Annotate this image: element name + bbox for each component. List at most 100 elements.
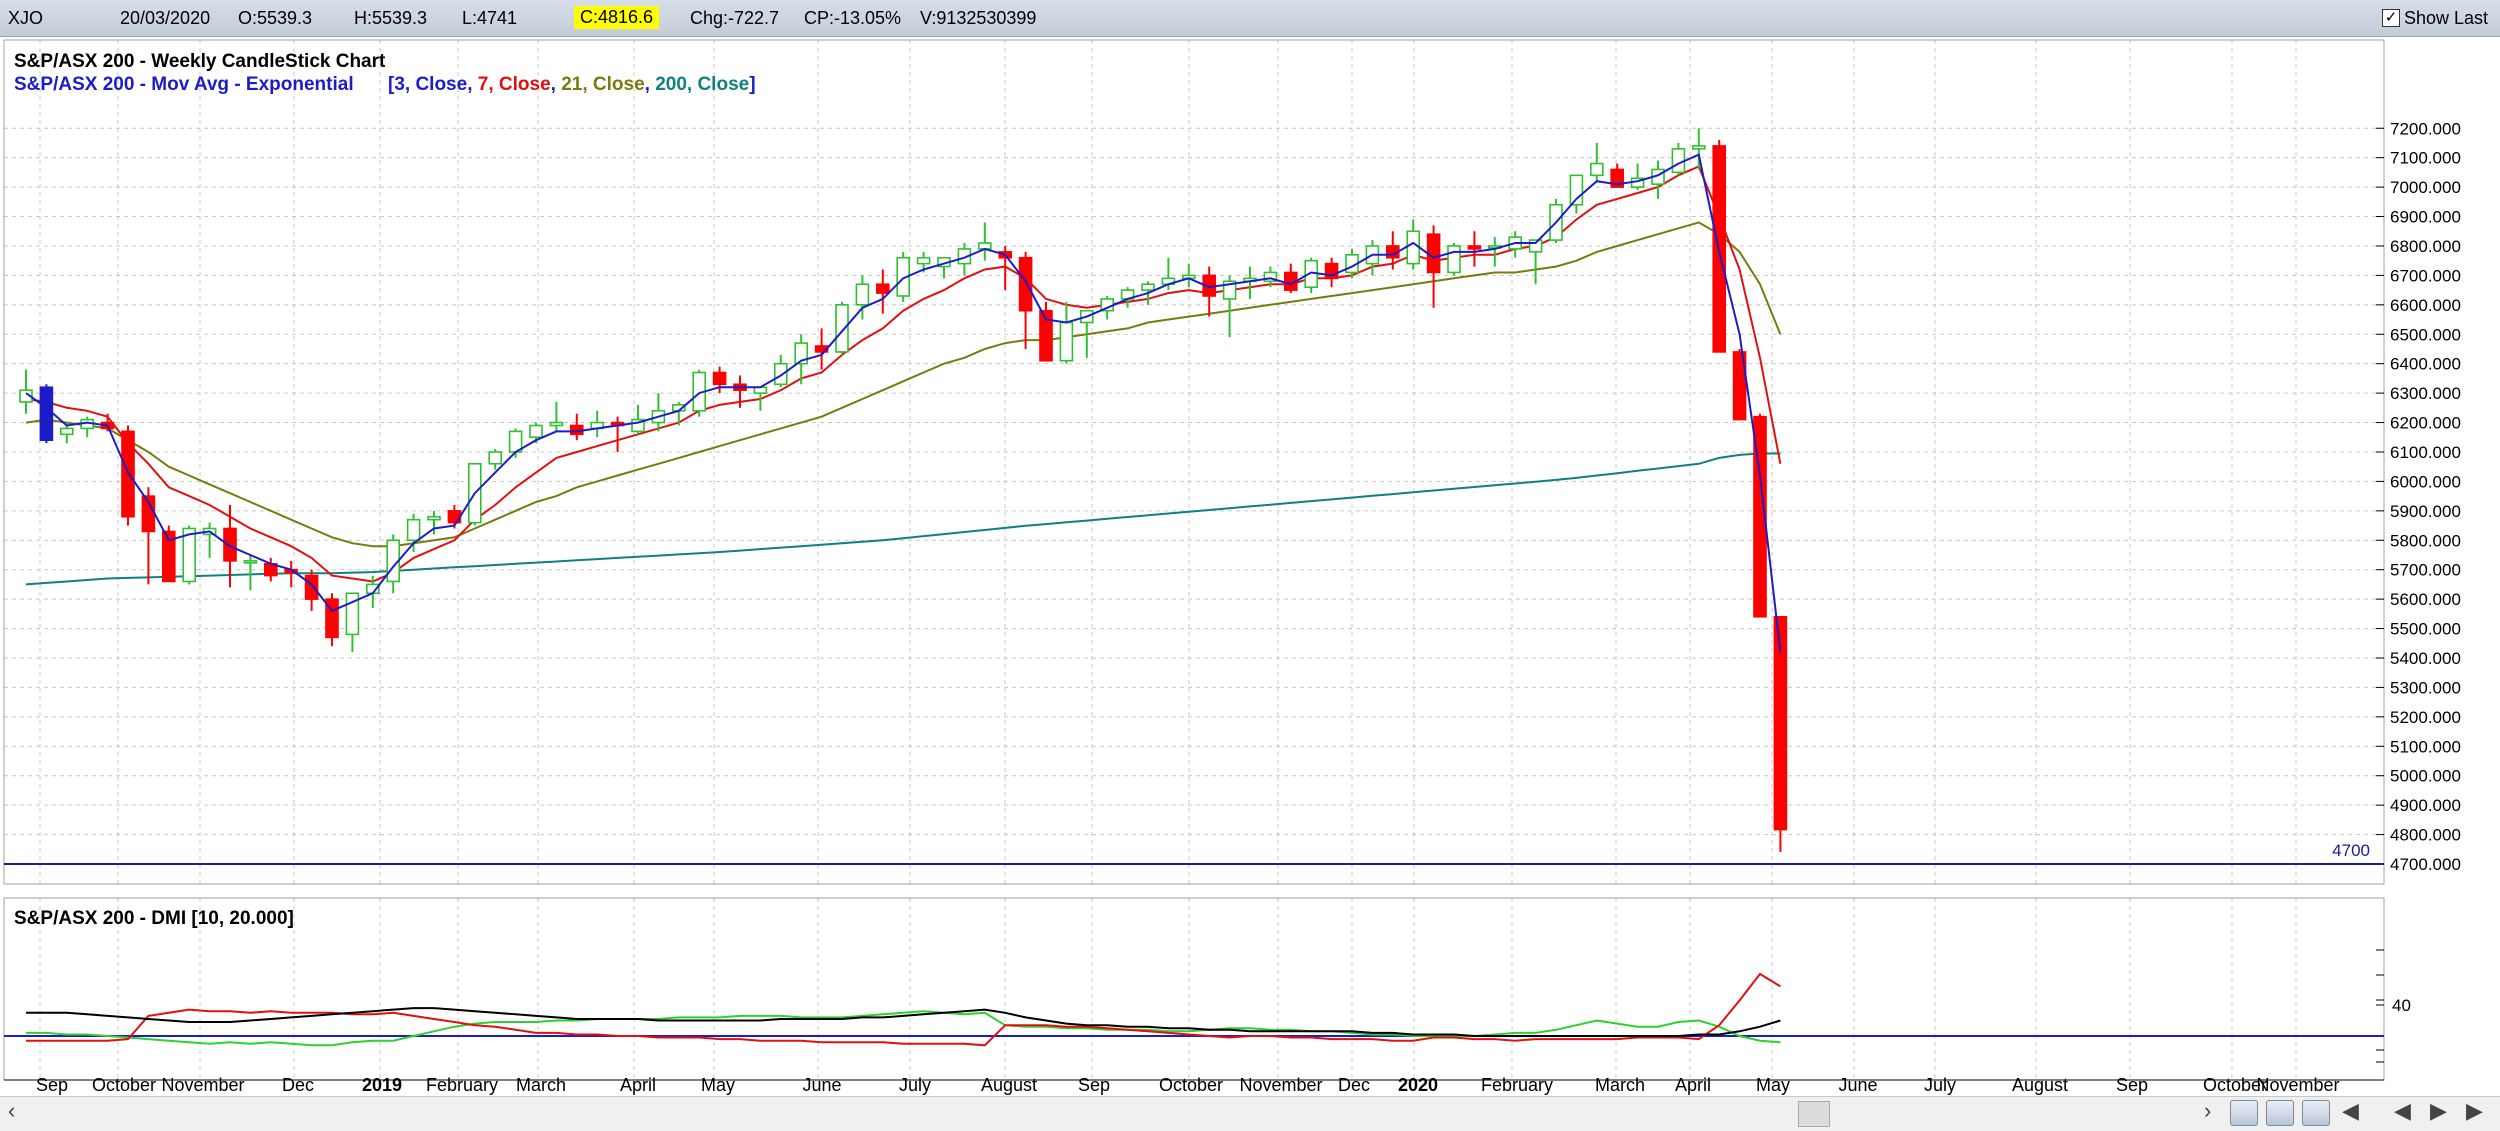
ema-3-param: 3, Close — [394, 74, 467, 95]
time-axis-label: June — [802, 1075, 841, 1095]
candle-body — [1692, 145, 1706, 150]
ema-3-line — [25, 153, 1782, 653]
time-axis-label: 2019 — [362, 1075, 402, 1095]
time-axis-label: August — [2012, 1075, 2068, 1095]
price-tick-label: 7200.000 — [2390, 119, 2461, 138]
scroll-thumb[interactable] — [1798, 1101, 1830, 1127]
candle — [549, 401, 564, 432]
candle-body — [1590, 162, 1604, 177]
candle — [1447, 243, 1461, 276]
zoom-out-icon[interactable] — [2266, 1100, 2294, 1126]
zoom-in-icon[interactable] — [2230, 1100, 2258, 1126]
price-tick-label: 5700.000 — [2390, 561, 2461, 580]
price-tick-label: 5600.000 — [2390, 590, 2461, 609]
candle-body — [1059, 321, 1074, 362]
price-tick-label: 6600.000 — [2390, 296, 2461, 315]
scroll-right-icon[interactable]: › — [2204, 1098, 2212, 1123]
overlay-label: S&P/ASX 200 - Mov Avg - Exponential — [14, 74, 354, 95]
price-tick-label: 7100.000 — [2390, 149, 2461, 168]
ema-200-path — [25, 452, 1781, 586]
open-label: O:5539.3 — [238, 8, 313, 28]
overlay-params: [3, Close, 7, Close, 21, Close, 200, Clo… — [388, 74, 756, 95]
candle-body — [39, 386, 54, 442]
candle — [243, 554, 258, 591]
horizontal-scrollbar[interactable] — [0, 1096, 2500, 1131]
price-tick-label: 5400.000 — [2390, 649, 2461, 668]
time-axis-label: March — [516, 1075, 566, 1095]
candle-body — [182, 527, 196, 583]
candlesticks — [19, 128, 1788, 852]
candle — [794, 334, 809, 385]
candle — [1284, 263, 1298, 294]
first-page-icon[interactable]: ◀ — [2342, 1098, 2359, 1123]
chart-canvas[interactable]: 7200.000 7100.000 7000.000 6900.000 6800.000… — [0, 0, 2500, 1096]
last-page-icon[interactable]: ▶ — [2466, 1098, 2483, 1123]
candle-body — [773, 362, 788, 386]
time-axis-label: February — [426, 1075, 498, 1095]
time-axis-label: Dec — [1338, 1075, 1370, 1095]
candle-body — [243, 560, 258, 564]
candle-body — [1773, 615, 1788, 831]
time-axis-label: Sep — [36, 1075, 68, 1095]
time-axis-label: August — [981, 1075, 1037, 1095]
candle-body — [1671, 148, 1686, 174]
time-axis-label: March — [1595, 1075, 1645, 1095]
time-axis-label: Dec — [282, 1075, 314, 1095]
candle — [712, 366, 727, 394]
candle-body — [875, 283, 890, 294]
candle — [406, 513, 421, 553]
ema-7-line — [25, 165, 1782, 583]
candle — [80, 416, 94, 438]
ema-200-param: 200, Close — [655, 74, 749, 95]
time-axis-label: April — [1675, 1075, 1711, 1095]
zoom-reset-icon[interactable] — [2302, 1100, 2330, 1126]
candle — [590, 410, 605, 438]
show-last-checkbox[interactable]: ✓ — [2382, 9, 2400, 27]
candle-body — [447, 510, 462, 524]
candle-body — [223, 527, 237, 562]
show-last-label[interactable]: Show Last — [2404, 8, 2489, 28]
symbol-label: XJO — [8, 8, 44, 28]
prev-page-icon[interactable]: ◀ — [2394, 1098, 2411, 1123]
price-tick-label: 5500.000 — [2390, 620, 2461, 639]
candle — [773, 354, 788, 388]
candle — [1059, 301, 1074, 364]
dmi-panel-frame — [3, 897, 2385, 1081]
candle — [855, 275, 870, 320]
candle-body — [488, 451, 503, 465]
price-tick-label: 6700.000 — [2390, 266, 2461, 285]
level-label: 4700 — [2332, 841, 2370, 860]
candle-body — [896, 256, 911, 297]
candle-body — [549, 421, 564, 427]
time-axis-label: April — [620, 1075, 656, 1095]
time-axis-label: May — [701, 1075, 735, 1095]
low-label: L:4741 — [462, 8, 518, 28]
candle-body — [406, 518, 421, 542]
time-axis-label: November — [161, 1075, 244, 1095]
dmi-tick-label: 40 — [2392, 996, 2411, 1015]
candle — [651, 393, 666, 432]
plus-di-line — [26, 972, 1781, 1047]
candle — [1732, 348, 1747, 421]
volume-label: V:9132530399 — [920, 8, 1037, 28]
time-axis-label: May — [1756, 1075, 1790, 1095]
candle — [427, 510, 441, 535]
time-axis-label: June — [1838, 1075, 1877, 1095]
next-page-icon[interactable]: ▶ — [2430, 1098, 2447, 1123]
candle-body — [59, 427, 74, 436]
candle — [1426, 225, 1441, 308]
candle-body — [1528, 239, 1543, 253]
candle-body — [529, 424, 543, 439]
candle-body — [916, 256, 931, 265]
time-axis-label: October — [92, 1075, 156, 1095]
change-percent-label: CP:-13.05% — [804, 8, 902, 28]
price-tick-label: 6200.000 — [2390, 414, 2461, 433]
candle — [488, 449, 503, 470]
price-tick-label: 5900.000 — [2390, 502, 2461, 521]
time-axis-label: October — [1159, 1075, 1223, 1095]
candle — [19, 369, 33, 414]
candle — [121, 425, 135, 526]
dmi-lines: 40 — [4, 949, 2411, 1063]
price-tick-label: 6800.000 — [2390, 237, 2461, 256]
scroll-left-icon[interactable]: ‹ — [8, 1098, 16, 1123]
